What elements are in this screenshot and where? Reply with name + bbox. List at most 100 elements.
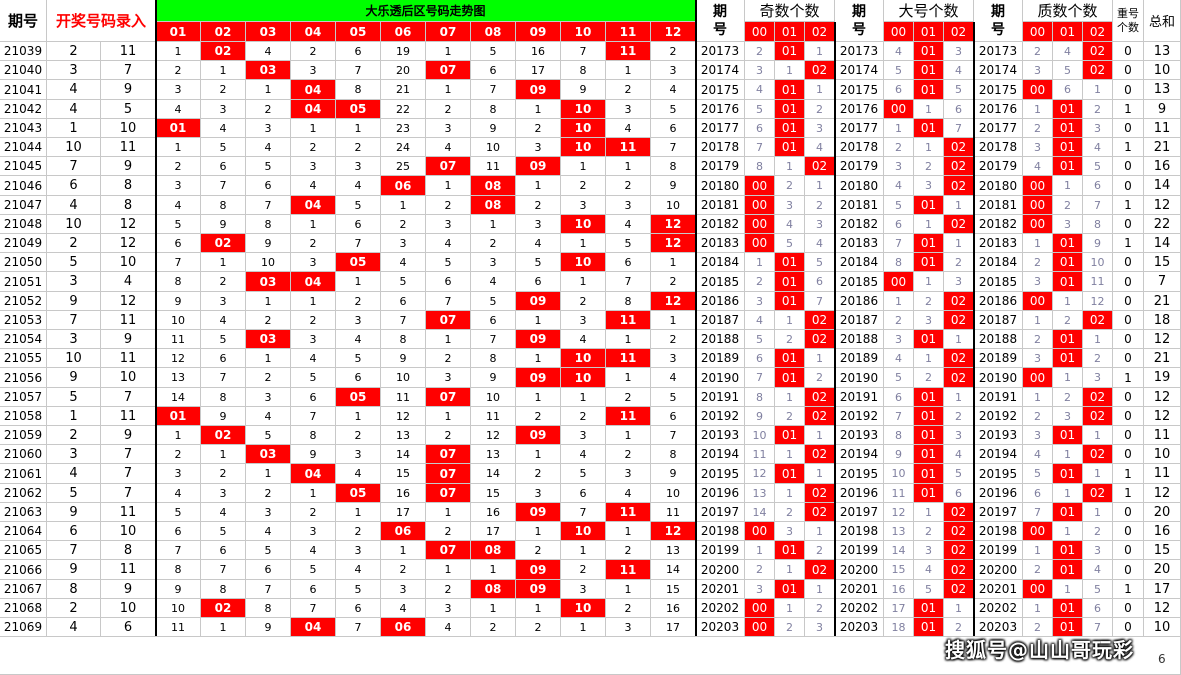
trend-miss[interactable]: 8 — [201, 580, 246, 599]
trend-miss[interactable]: 4 — [426, 234, 471, 253]
row-period-2[interactable]: 20192 — [696, 407, 745, 426]
subcol-odd-00[interactable]: 00 — [745, 22, 775, 42]
trend-miss[interactable]: 4 — [246, 42, 291, 61]
trend-miss[interactable]: 9 — [246, 234, 291, 253]
trend-miss[interactable]: 4 — [651, 368, 696, 388]
row-num-a[interactable]: 4 — [47, 196, 101, 215]
trend-miss[interactable]: 1 — [246, 80, 291, 100]
odd-miss[interactable]: 1 — [805, 176, 835, 196]
row-period[interactable]: 21050 — [0, 253, 47, 272]
big-miss[interactable]: 1 — [914, 503, 944, 522]
trend-hit[interactable]: 01 — [156, 119, 201, 138]
trend-miss[interactable]: 25 — [381, 157, 426, 176]
trend-hit[interactable]: 07 — [426, 61, 471, 80]
prime-hit[interactable]: 00 — [1023, 196, 1053, 215]
big-hit[interactable]: 02 — [944, 368, 974, 388]
row-period-2[interactable]: 20174 — [696, 61, 745, 80]
trend-miss[interactable]: 7 — [561, 42, 606, 61]
prime-miss[interactable]: 2 — [1023, 560, 1053, 580]
row-period[interactable]: 21068 — [0, 599, 47, 618]
prime-miss[interactable]: 3 — [1023, 272, 1053, 292]
row-num-a[interactable]: 2 — [47, 426, 101, 445]
trend-hit[interactable]: 11 — [606, 560, 651, 580]
row-period-2[interactable]: 20202 — [974, 599, 1023, 618]
row-period-2[interactable]: 20186 — [835, 292, 884, 311]
trend-miss[interactable]: 6 — [156, 234, 201, 253]
trend-miss[interactable]: 4 — [201, 503, 246, 522]
row-num-a[interactable]: 10 — [47, 215, 101, 234]
row-period[interactable]: 21054 — [0, 330, 47, 349]
trend-miss[interactable]: 7 — [246, 580, 291, 599]
row-num-b[interactable]: 11 — [101, 503, 156, 522]
big-miss[interactable]: 4 — [944, 445, 974, 464]
prime-miss[interactable]: 6 — [1053, 80, 1083, 100]
trend-miss[interactable]: 3 — [561, 580, 606, 599]
row-sum[interactable]: 9 — [1144, 100, 1181, 119]
trend-miss[interactable]: 3 — [201, 484, 246, 503]
trend-miss[interactable]: 7 — [336, 234, 381, 253]
trend-hit[interactable]: 08 — [471, 176, 516, 196]
trend-hit[interactable]: 04 — [291, 618, 336, 637]
trend-col-09[interactable]: 09 — [516, 22, 561, 42]
prime-miss[interactable]: 3 — [1083, 541, 1113, 560]
prime-hit[interactable]: 00 — [1023, 368, 1053, 388]
row-num-b[interactable]: 10 — [101, 368, 156, 388]
big-hit[interactable]: 01 — [914, 388, 944, 407]
trend-miss[interactable]: 7 — [291, 599, 336, 618]
row-num-b[interactable]: 12 — [101, 234, 156, 253]
trend-miss[interactable]: 4 — [336, 330, 381, 349]
trend-miss[interactable]: 2 — [156, 61, 201, 80]
row-sum[interactable]: 18 — [1144, 311, 1181, 330]
trend-miss[interactable]: 10 — [246, 253, 291, 272]
row-period-2[interactable]: 20183 — [835, 234, 884, 253]
trend-miss[interactable]: 2 — [426, 426, 471, 445]
odd-miss[interactable]: 1 — [805, 349, 835, 368]
row-sum[interactable]: 16 — [1144, 157, 1181, 176]
row-repeat[interactable]: 0 — [1113, 157, 1144, 176]
prime-hit[interactable]: 02 — [1083, 61, 1113, 80]
trend-miss[interactable]: 2 — [606, 445, 651, 464]
row-num-a[interactable]: 10 — [47, 349, 101, 368]
odd-hit[interactable]: 01 — [775, 80, 805, 100]
trend-miss[interactable]: 1 — [291, 119, 336, 138]
row-repeat[interactable]: 0 — [1113, 388, 1144, 407]
odd-miss[interactable]: 5 — [805, 253, 835, 272]
row-num-a[interactable]: 9 — [47, 368, 101, 388]
trend-hit[interactable]: 07 — [426, 311, 471, 330]
big-miss[interactable]: 5 — [944, 464, 974, 484]
trend-hit[interactable]: 08 — [471, 196, 516, 215]
prime-miss[interactable]: 4 — [1023, 445, 1053, 464]
odd-miss[interactable]: 1 — [805, 464, 835, 484]
trend-miss[interactable]: 3 — [606, 464, 651, 484]
row-period-2[interactable]: 20184 — [835, 253, 884, 272]
prime-miss[interactable]: 1 — [1053, 176, 1083, 196]
trend-miss[interactable]: 2 — [246, 311, 291, 330]
row-num-a[interactable]: 3 — [47, 272, 101, 292]
row-num-b[interactable]: 9 — [101, 80, 156, 100]
odd-hit[interactable]: 00 — [745, 522, 775, 541]
big-hit[interactable]: 01 — [914, 61, 944, 80]
big-miss[interactable]: 4 — [884, 42, 914, 61]
trend-miss[interactable]: 9 — [201, 215, 246, 234]
trend-hit[interactable]: 11 — [606, 138, 651, 157]
subcol-odd-02[interactable]: 02 — [805, 22, 835, 42]
odd-miss[interactable]: 1 — [745, 253, 775, 272]
odd-miss[interactable]: 2 — [805, 100, 835, 119]
trend-miss[interactable]: 1 — [561, 618, 606, 637]
row-num-b[interactable]: 12 — [101, 292, 156, 311]
trend-miss[interactable]: 10 — [156, 311, 201, 330]
trend-miss[interactable]: 1 — [291, 215, 336, 234]
trend-hit[interactable]: 07 — [426, 541, 471, 560]
row-num-b[interactable]: 10 — [101, 599, 156, 618]
row-num-b[interactable]: 11 — [101, 349, 156, 368]
trend-miss[interactable]: 5 — [246, 157, 291, 176]
prime-miss[interactable]: 7 — [1083, 196, 1113, 215]
trend-miss[interactable]: 7 — [471, 330, 516, 349]
big-miss[interactable]: 3 — [914, 541, 944, 560]
trend-miss[interactable]: 1 — [516, 522, 561, 541]
subcol-prime-01[interactable]: 01 — [1053, 22, 1083, 42]
odd-miss[interactable]: 1 — [775, 560, 805, 580]
trend-miss[interactable]: 2 — [291, 311, 336, 330]
row-period-2[interactable]: 20185 — [835, 272, 884, 292]
row-period[interactable]: 21042 — [0, 100, 47, 119]
